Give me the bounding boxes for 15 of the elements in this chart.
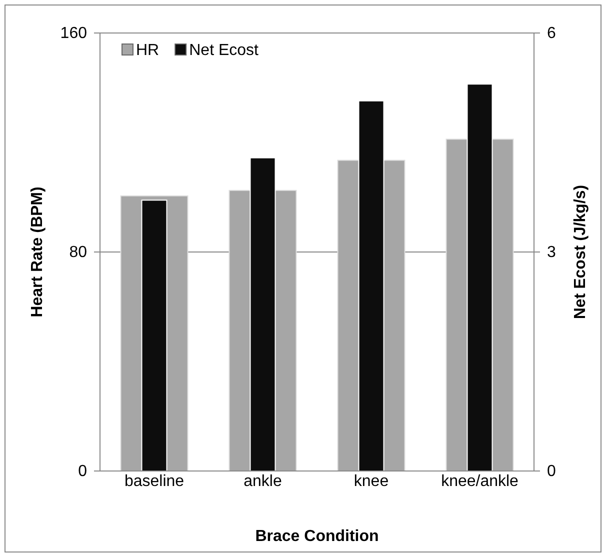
y2-tick-label: 3 bbox=[547, 244, 556, 262]
x-tick-label: ankle bbox=[244, 473, 282, 490]
y-tick-label: 80 bbox=[69, 244, 88, 262]
y2-tick-label: 6 bbox=[547, 25, 556, 42]
legend-label: HR bbox=[136, 42, 160, 59]
x-tick-label: knee/ankle bbox=[441, 473, 519, 490]
x-tick-label: knee bbox=[354, 473, 389, 490]
y-axis-title: Heart Rate (BPM) bbox=[29, 186, 46, 318]
legend-label: Net Ecost bbox=[189, 42, 260, 59]
x-tick-label: baseline bbox=[124, 473, 184, 490]
x-axis-title: Brace Condition bbox=[255, 528, 379, 545]
y-tick-label: 160 bbox=[60, 25, 88, 42]
y-tick-label: 0 bbox=[78, 463, 88, 480]
y2-tick-label: 0 bbox=[547, 463, 556, 480]
y2-axis-title: Net Ecost (J/kg/s) bbox=[572, 184, 589, 320]
